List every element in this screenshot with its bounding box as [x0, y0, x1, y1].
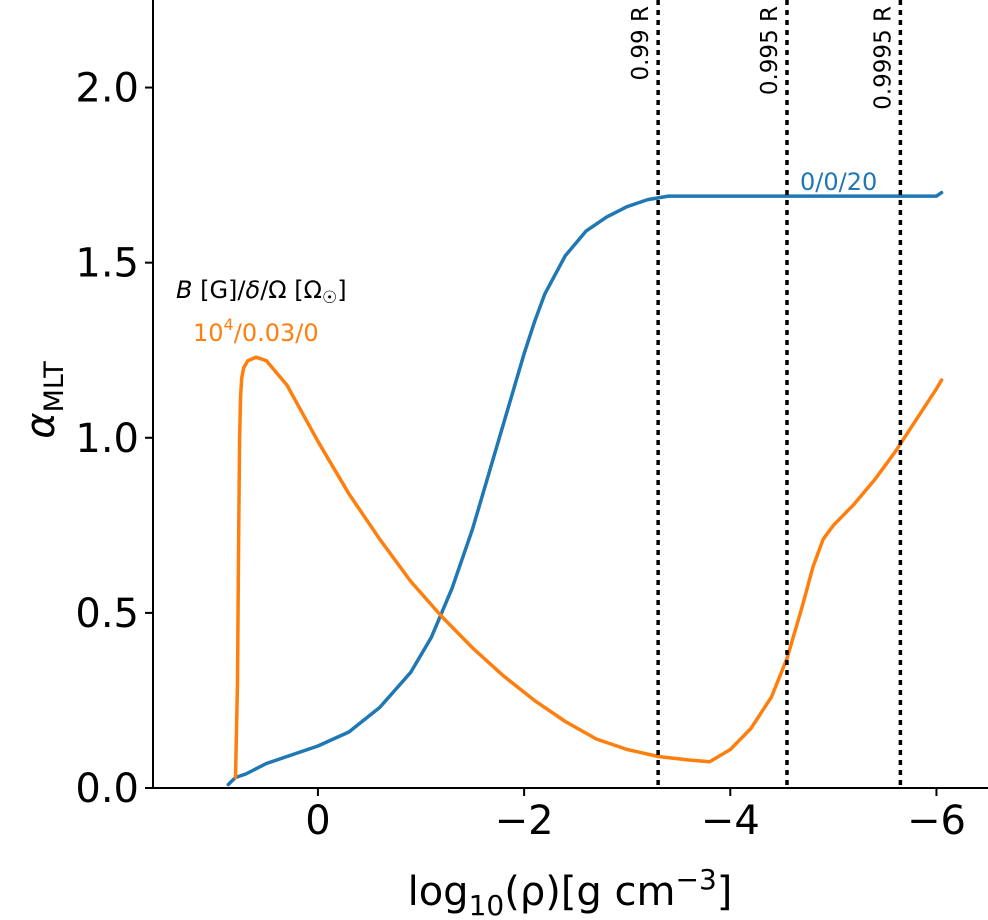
x-tick-label: 0	[305, 798, 330, 844]
x-axis-label: log10(ρ)[g cm−3]	[408, 863, 733, 920]
y-ticks: 0.0 0.5 1.0 1.5 2.0	[75, 66, 153, 812]
vline-label-1: 0.995 R	[757, 6, 783, 95]
y-tick-label: 1.0	[75, 416, 139, 462]
y-tick-label: 1.5	[75, 241, 139, 287]
y-tick-label: 0.0	[75, 766, 139, 812]
series-layer	[226, 190, 944, 787]
legend-title: B [G]/δ/Ω [Ω☉]	[176, 276, 347, 308]
plot-area: 0.99 R 0.995 R 0.9995 R 0 −2 −4 −6 0.0 0.5 1.0 1…	[75, 0, 988, 844]
series-label-orange: 104/0.03/0	[193, 315, 319, 347]
series-line-1	[233, 355, 944, 780]
x-tick-label: −4	[701, 798, 760, 844]
y-axis-label: αMLT	[18, 361, 70, 439]
series-line-0	[226, 190, 944, 787]
vline-layer: 0.99 R 0.995 R 0.9995 R	[628, 0, 903, 788]
vline-label-2: 0.9995 R	[870, 6, 896, 110]
y-tick-label: 0.5	[75, 591, 139, 637]
x-ticks: 0 −2 −4 −6	[305, 788, 966, 844]
x-tick-label: −2	[495, 798, 554, 844]
x-tick-label: −6	[907, 798, 966, 844]
vline-label-0: 0.99 R	[628, 6, 654, 81]
series-label-blue: 0/0/20	[800, 168, 877, 196]
y-tick-label: 2.0	[75, 66, 139, 112]
